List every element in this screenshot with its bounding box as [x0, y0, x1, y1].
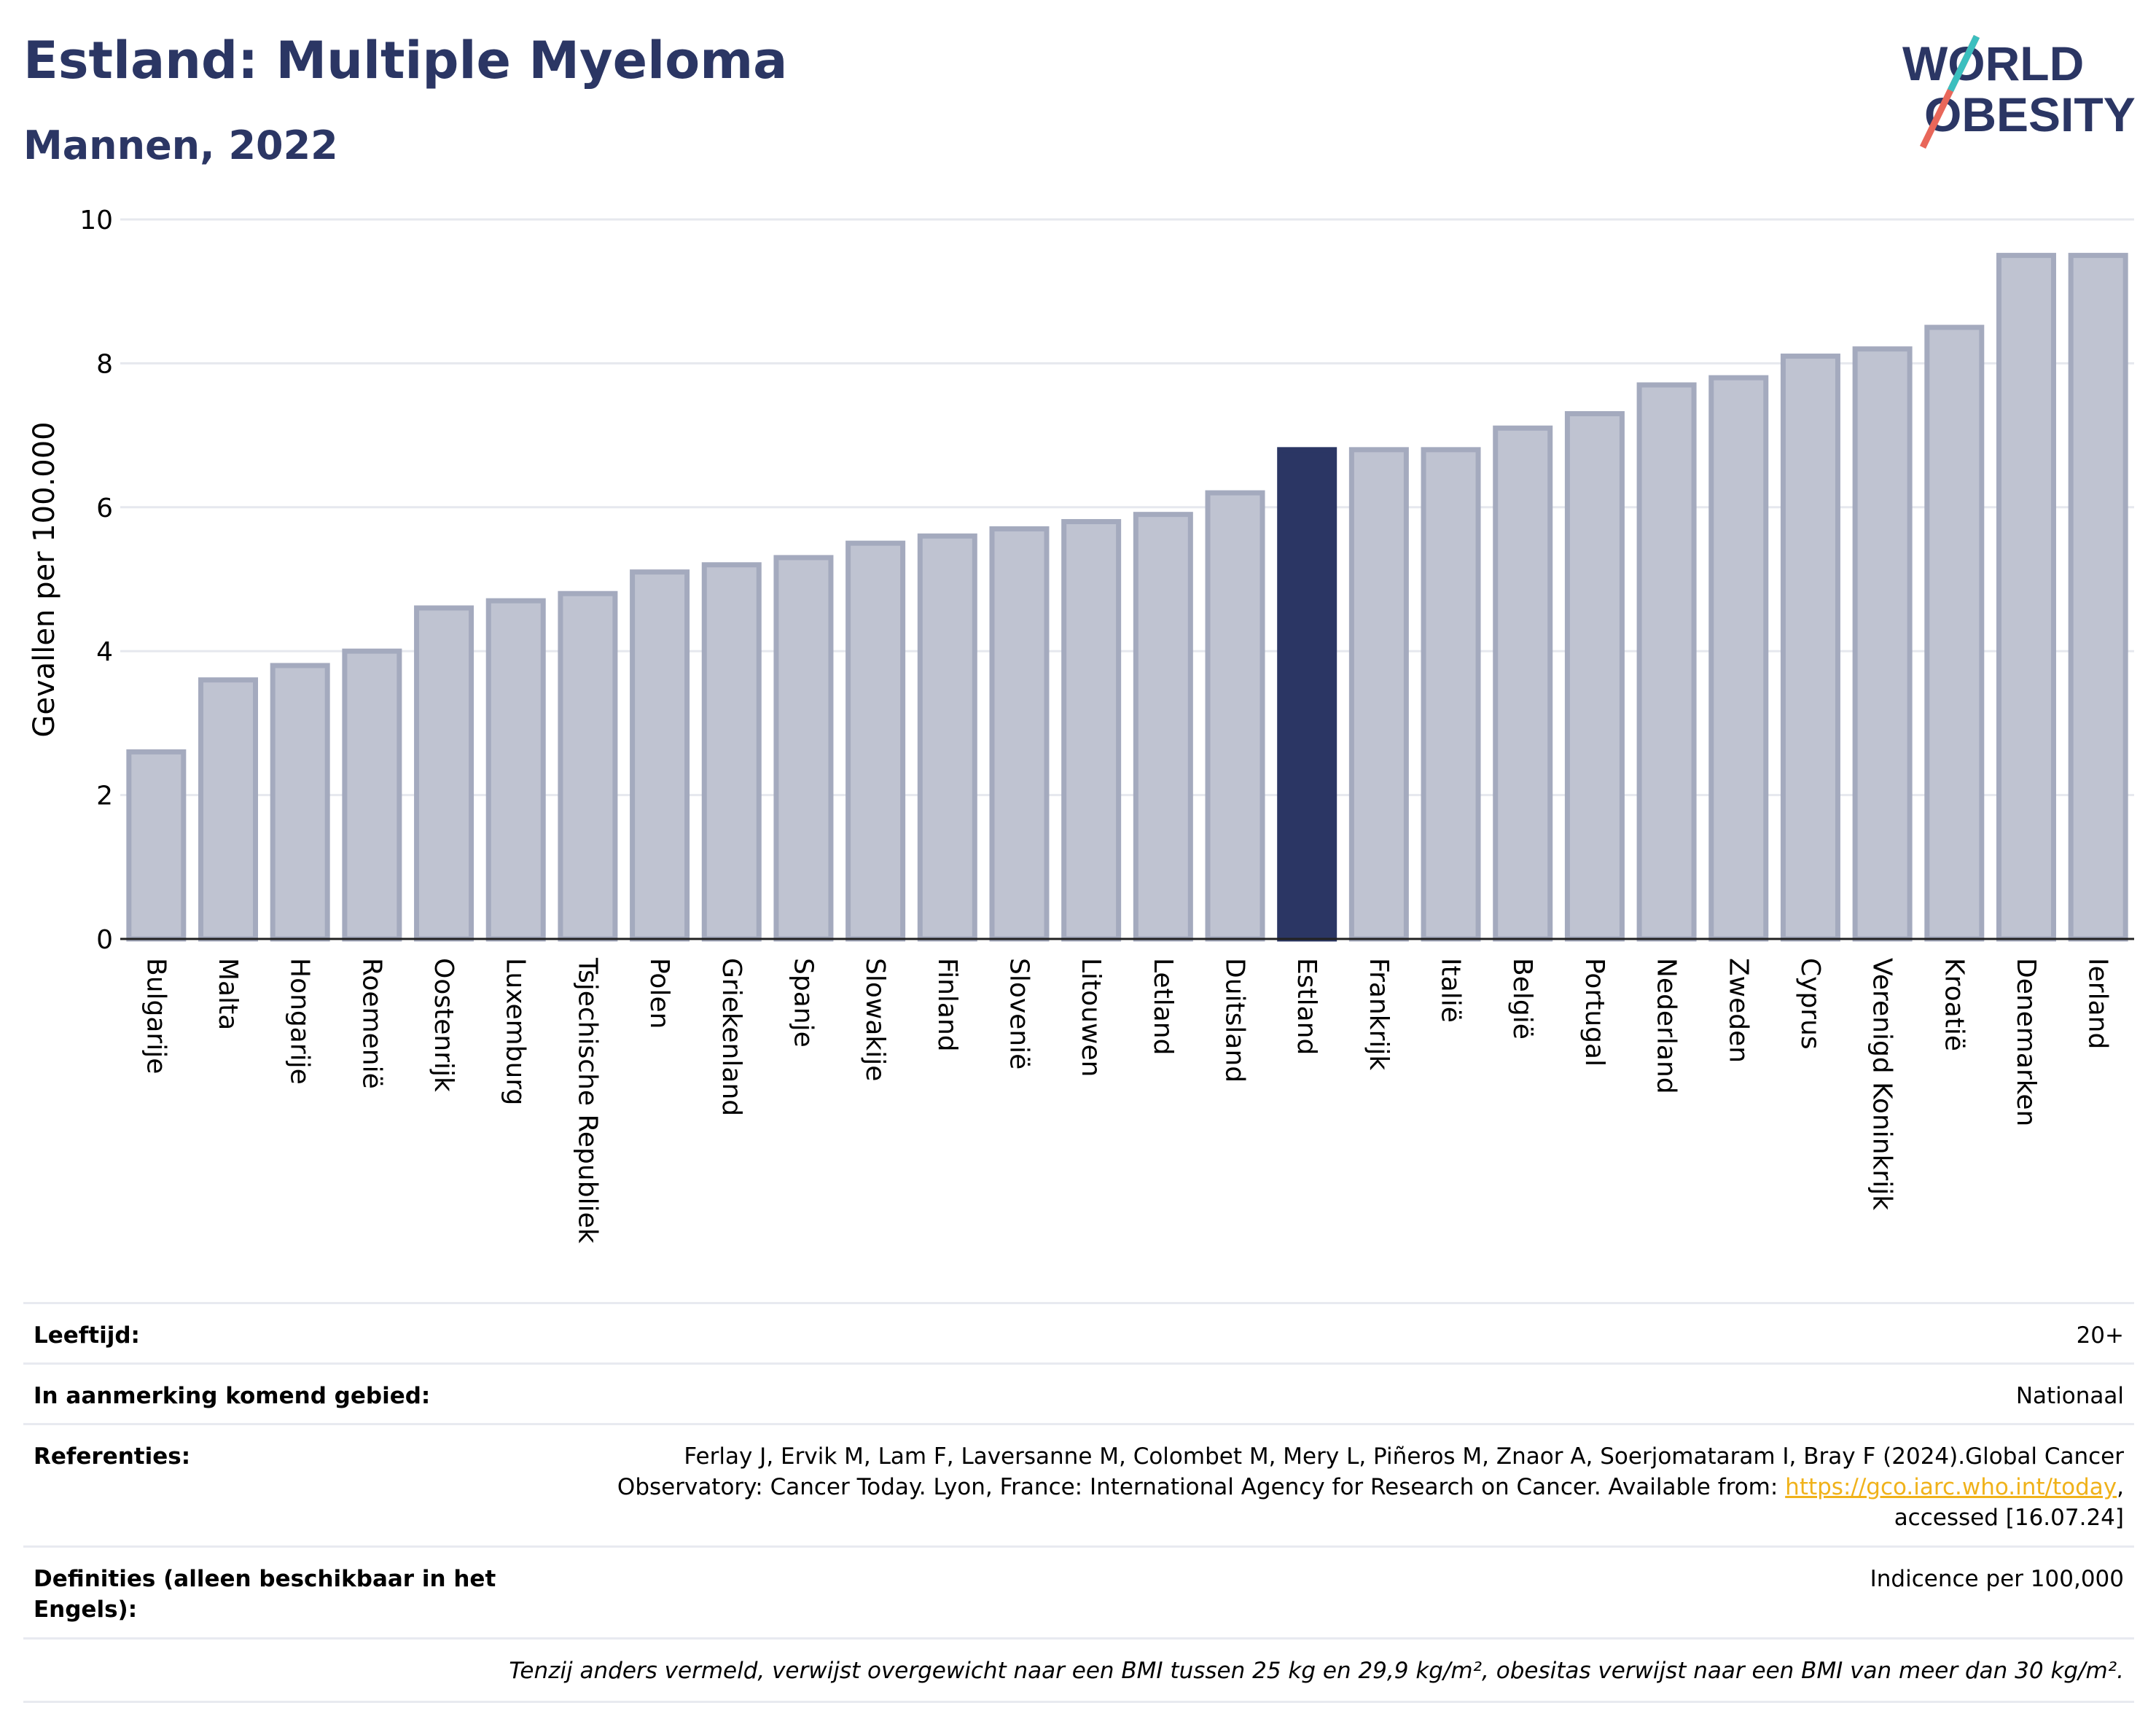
info-label: Referenties:: [34, 1443, 191, 1470]
reference-suffix: , accessed [16.07.24]: [1894, 1474, 2124, 1531]
x-tick-label: Hongarije: [285, 958, 315, 1085]
x-tick-label: Kroatië: [1939, 958, 1969, 1051]
x-tick-label: Spanje: [788, 958, 818, 1048]
bar-chart: 0 2 4 6 8 10 Bulgarije Malta Hongarije Roemenië Oo…: [28, 206, 2134, 1244]
x-tick-label: Slowakije: [860, 958, 890, 1081]
reference-text: Ferlay J, Ervik M, Lam F, Laversanne M, …: [617, 1443, 2124, 1500]
bar-slowakije: [845, 540, 906, 942]
y-tick-label: 4: [96, 637, 113, 667]
info-label: Definities (alleen beschikbaar in het En…: [34, 1566, 496, 1623]
x-tick-label: Bulgarije: [141, 958, 171, 1074]
bars: [126, 252, 2128, 942]
bar-frankrijk: [1348, 447, 1409, 942]
bar-tsjechische-republiek: [558, 590, 618, 942]
info-value: Ferlay J, Ervik M, Lam F, Laversanne M, …: [507, 1441, 2124, 1545]
bar-cyprus: [1780, 354, 1840, 942]
bar-letland: [1133, 512, 1193, 942]
x-tick-label: Slovenië: [1004, 958, 1034, 1069]
info-value: 20+: [2076, 1322, 2124, 1349]
bar-belgië: [1493, 425, 1553, 942]
y-tick-label: 2: [96, 781, 113, 811]
y-tick-label: 10: [79, 206, 113, 235]
x-tick-label: Malta: [213, 958, 243, 1030]
bar-polen: [630, 569, 690, 942]
bar-malta: [198, 677, 259, 942]
bar-oostenrijk: [414, 605, 474, 942]
chart-title: Estland: Multiple Myeloma: [23, 31, 788, 90]
x-tick-label: Frankrijk: [1364, 958, 1394, 1070]
bar-kroatië: [1924, 324, 1985, 942]
y-tick-label: 0: [96, 925, 113, 955]
x-tick-label: Italië: [1436, 958, 1466, 1023]
logo-line2: OBESITY: [1924, 87, 2136, 141]
bar-portugal: [1564, 410, 1625, 942]
info-table: Leeftijd: 20+ In aanmerking komend gebie…: [23, 1302, 2134, 1703]
logo-slash-teal: [1947, 35, 1980, 92]
x-tick-label: Roemenië: [356, 958, 386, 1089]
bar-luxemburg: [485, 598, 546, 942]
info-label: In aanmerking komend gebied:: [34, 1383, 431, 1409]
x-tick-label: Polen: [644, 958, 674, 1029]
footnote: Tenzij anders vermeld, verwijst overgewi…: [23, 1637, 2134, 1703]
bar-finland: [917, 533, 977, 942]
x-tick-label: Oostenrijk: [429, 958, 458, 1092]
bar-litouwen: [1061, 519, 1122, 942]
x-tick-label: Nederland: [1652, 958, 1682, 1094]
x-tick-label: Zweden: [1723, 958, 1753, 1063]
x-tick-label: Griekenland: [716, 958, 746, 1116]
bar-hongarije: [270, 663, 330, 942]
bar-ierland: [2068, 252, 2128, 942]
x-tick-label: Portugal: [1579, 958, 1609, 1067]
y-tick-label: 6: [96, 494, 113, 523]
bar-bulgarije: [126, 749, 187, 942]
reference-link[interactable]: https://gco.iarc.who.int/today: [1785, 1474, 2117, 1500]
bar-denemarken: [1996, 252, 2056, 942]
bar-italië: [1421, 447, 1481, 942]
x-tick-label: Litouwen: [1076, 958, 1106, 1077]
bar-griekenland: [701, 562, 762, 942]
bar-spanje: [773, 555, 834, 942]
info-value: Nationaal: [2015, 1383, 2124, 1409]
bar-nederland: [1636, 382, 1697, 942]
x-tick-label: Denemarken: [2011, 958, 2041, 1126]
bar-estland: [1277, 447, 1337, 942]
bar-verenigd-koninkrijk: [1852, 346, 1913, 942]
bar-roemenië: [342, 648, 402, 942]
y-tick-label: 8: [96, 349, 113, 379]
info-value: Indicence per 100,000: [1870, 1566, 2124, 1592]
x-tick-label: Verenigd Koninkrijk: [1867, 958, 1897, 1210]
x-tick-label: Finland: [932, 958, 962, 1052]
x-tick-label: Duitsland: [1220, 958, 1250, 1083]
world-obesity-logo: WORLD OBESITY: [1902, 35, 2136, 149]
x-tick-label: Tsjechische Republiek: [572, 957, 602, 1244]
y-axis-label: Gevallen per 100.000: [28, 421, 61, 737]
info-row-age: Leeftijd: 20+: [23, 1302, 2134, 1362]
x-tick-label: België: [1507, 958, 1537, 1040]
info-row-references: Referenties: Ferlay J, Ervik M, Lam F, L…: [23, 1423, 2134, 1545]
info-label: Leeftijd:: [34, 1322, 140, 1349]
info-row-definitions: Definities (alleen beschikbaar in het En…: [23, 1545, 2134, 1637]
x-tick-label: Estland: [1292, 958, 1321, 1055]
logo-line1: WORLD: [1902, 36, 2084, 90]
x-tick-label: Ierland: [2083, 958, 2113, 1049]
bar-slovenië: [989, 526, 1050, 942]
x-tick-label: Cyprus: [1795, 958, 1825, 1050]
axes: 0 2 4 6 8 10 Bulgarije Malta Hongarije Roemenië Oo…: [79, 206, 2134, 1244]
chart-subtitle: Mannen, 2022: [23, 122, 338, 168]
info-row-area: In aanmerking komend gebied: Nationaal: [23, 1362, 2134, 1423]
x-tick-label: Letland: [1148, 958, 1178, 1055]
bar-duitsland: [1205, 490, 1265, 942]
bar-zweden: [1708, 375, 1769, 942]
x-tick-label: Luxemburg: [501, 958, 531, 1105]
